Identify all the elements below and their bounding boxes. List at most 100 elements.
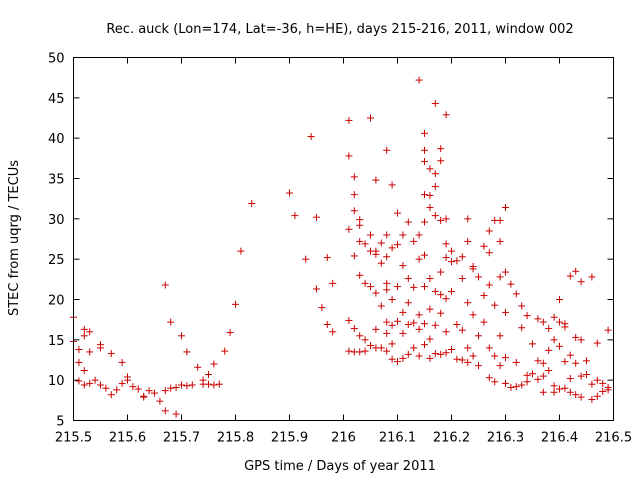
- data-point: [318, 304, 326, 312]
- data-point: [577, 393, 585, 401]
- data-point: [237, 247, 245, 255]
- data-point: [453, 355, 461, 363]
- data-point: [502, 354, 509, 362]
- data-point: [399, 262, 407, 270]
- data-point: [167, 384, 175, 392]
- x-tick-label: 216.4: [541, 431, 578, 446]
- data-point: [496, 332, 504, 340]
- data-point: [80, 332, 88, 340]
- x-tick-label: 216.2: [433, 431, 470, 446]
- data-point: [194, 363, 202, 371]
- plot-frame: [73, 57, 614, 421]
- data-point: [97, 381, 104, 389]
- data-point: [604, 326, 612, 334]
- data-point: [426, 191, 434, 199]
- data-point: [356, 348, 364, 356]
- data-point: [421, 158, 428, 166]
- data-point: [566, 351, 574, 359]
- data-point: [410, 237, 418, 245]
- x-tick-label: 215.8: [217, 431, 254, 446]
- data-point: [556, 385, 563, 393]
- data-point: [86, 348, 94, 356]
- data-point: [480, 291, 488, 299]
- data-point: [448, 247, 455, 255]
- data-point: [286, 189, 293, 197]
- data-point: [572, 359, 580, 367]
- data-point: [502, 268, 509, 276]
- x-tick-label: 215.9: [271, 431, 308, 446]
- data-point: [221, 347, 229, 355]
- data-point: [437, 309, 445, 317]
- y-tick-label: 5: [56, 415, 64, 430]
- data-point: [107, 350, 115, 358]
- data-point: [534, 357, 542, 365]
- data-point: [458, 253, 466, 261]
- data-point: [361, 240, 369, 248]
- data-point: [140, 393, 148, 401]
- data-point: [367, 283, 374, 291]
- data-point: [458, 275, 466, 283]
- data-point: [545, 366, 553, 374]
- data-point: [410, 344, 418, 352]
- x-axis-title: GPS time / Days of year 2011: [244, 459, 436, 474]
- data-point: [561, 323, 569, 331]
- data-point: [464, 215, 472, 223]
- data-point: [377, 344, 385, 352]
- data-point: [437, 268, 445, 276]
- data-point: [383, 329, 391, 337]
- data-point: [475, 332, 482, 340]
- data-point: [356, 221, 364, 229]
- data-point: [291, 212, 299, 220]
- data-point: [129, 383, 137, 391]
- data-point: [426, 305, 434, 313]
- data-point: [383, 279, 391, 287]
- data-points: [70, 76, 612, 418]
- data-point: [556, 318, 563, 326]
- x-tick-label: 216.3: [487, 431, 524, 446]
- data-point: [458, 356, 466, 364]
- data-point: [399, 231, 407, 239]
- data-point: [372, 325, 380, 333]
- data-point: [529, 370, 536, 378]
- data-point: [523, 371, 531, 379]
- data-point: [394, 283, 401, 291]
- data-point: [345, 152, 353, 160]
- data-point: [485, 281, 493, 289]
- x-tick-label: 216: [331, 431, 356, 446]
- chart-title: Rec. auck (Lon=174, Lat=-36, h=HE), days…: [106, 22, 573, 37]
- data-point: [388, 181, 396, 189]
- data-point: [356, 332, 364, 340]
- data-point: [383, 231, 391, 239]
- data-point: [496, 273, 504, 281]
- data-point: [345, 116, 353, 124]
- data-point: [388, 340, 396, 348]
- data-point: [442, 111, 450, 119]
- y-tick-label: 45: [48, 92, 65, 107]
- data-point: [448, 258, 455, 266]
- data-point: [426, 165, 434, 173]
- data-point: [210, 360, 218, 368]
- data-point: [599, 379, 607, 387]
- data-point: [102, 384, 110, 392]
- data-point: [421, 320, 428, 328]
- data-point: [502, 204, 509, 212]
- data-point: [394, 241, 401, 249]
- data-point: [464, 358, 472, 366]
- data-point: [442, 254, 450, 262]
- y-tick-label: 20: [48, 294, 65, 309]
- data-point: [512, 383, 520, 391]
- data-point: [80, 381, 88, 389]
- data-point: [388, 244, 396, 252]
- data-point: [372, 250, 380, 258]
- data-point: [545, 346, 553, 354]
- data-point: [437, 216, 445, 224]
- data-point: [329, 279, 337, 287]
- data-point: [91, 376, 99, 384]
- data-point: [556, 342, 563, 350]
- data-point: [480, 318, 488, 326]
- data-point: [394, 317, 401, 325]
- data-point: [199, 376, 207, 384]
- data-point: [124, 376, 131, 384]
- data-point: [523, 312, 531, 320]
- data-point: [350, 173, 358, 181]
